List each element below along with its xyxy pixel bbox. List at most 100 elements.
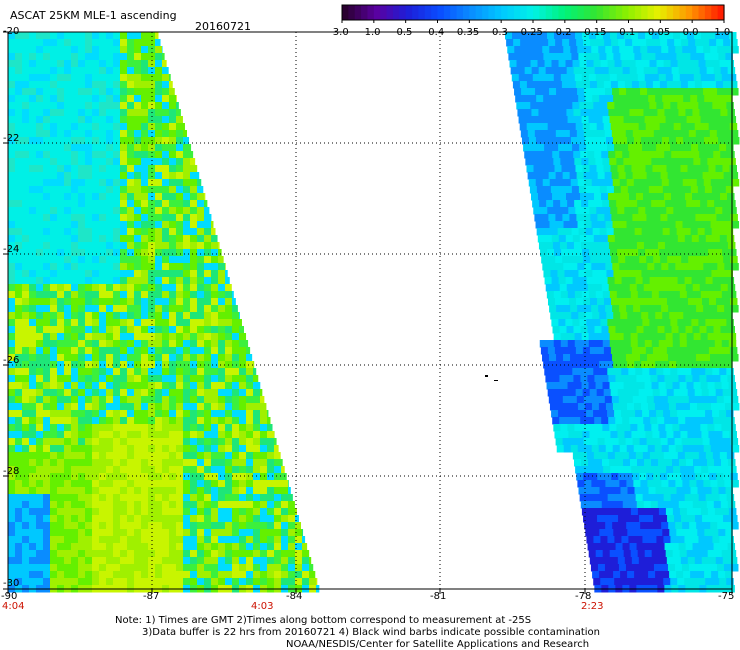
swath-cell — [71, 46, 79, 54]
swath-cell — [99, 74, 107, 82]
swath-cell — [183, 312, 191, 320]
swath-cell — [190, 165, 198, 173]
swath-cell — [560, 116, 569, 124]
swath-cell — [580, 67, 589, 75]
swath-cell — [120, 473, 128, 481]
swath-cell — [714, 382, 723, 390]
swath-cell — [15, 480, 23, 488]
swath-cell — [134, 305, 142, 313]
swath-cell — [568, 81, 577, 89]
swath-cell — [127, 81, 135, 89]
swath-cell — [607, 578, 615, 586]
swath-cell — [113, 228, 121, 236]
swath-cell — [134, 102, 142, 110]
swath-cell — [679, 550, 688, 558]
swath-cell — [92, 256, 100, 264]
swath-cell — [584, 263, 592, 271]
swath-cell — [587, 109, 595, 117]
swath-cell — [246, 522, 254, 530]
swath-cell — [618, 438, 627, 446]
swath-cell — [134, 543, 142, 551]
swath-cell — [605, 221, 614, 229]
swath-cell — [644, 200, 652, 208]
swath-cell — [722, 249, 730, 257]
swath-cell — [651, 291, 660, 299]
swath-cell — [36, 445, 44, 453]
swath-cell — [85, 326, 93, 334]
swath-cell — [620, 270, 628, 278]
swath-cell — [8, 95, 16, 103]
swath-cell — [288, 494, 293, 502]
swath-cell — [602, 508, 611, 516]
swath-cell — [705, 368, 713, 376]
swath-cell — [581, 424, 589, 432]
swath-cell — [595, 508, 604, 516]
swath-cell — [617, 298, 626, 306]
swath-cell — [148, 487, 156, 495]
swath-cell — [78, 452, 86, 460]
swath-cell — [183, 200, 191, 208]
swath-cell — [134, 480, 142, 488]
swath-cell — [727, 109, 735, 117]
swath-cell — [553, 116, 562, 124]
swath-cell — [547, 81, 556, 89]
swath-cell — [705, 578, 713, 586]
swath-cell — [660, 473, 668, 481]
swath-cell — [590, 438, 599, 446]
swath-cell — [719, 102, 727, 110]
swath-cell — [253, 438, 261, 446]
swath-cell — [148, 200, 156, 208]
swath-cell — [204, 340, 212, 348]
swath-cell — [50, 144, 58, 152]
swath-cell — [141, 340, 149, 348]
swath-cell — [106, 515, 114, 523]
swath-cell — [718, 529, 726, 537]
swath-cell — [625, 130, 634, 138]
swath-cell — [267, 522, 275, 530]
swath-cell — [64, 424, 72, 432]
swath-cell — [633, 480, 641, 488]
swath-cell — [699, 375, 707, 383]
swath-cell — [703, 305, 711, 313]
swath-cell — [120, 417, 128, 425]
swath-cell — [601, 67, 610, 75]
swath-cell — [713, 375, 721, 383]
swath-cell — [677, 494, 686, 502]
swath-cell — [99, 88, 107, 96]
swath-cell — [585, 529, 593, 537]
swath-cell — [8, 536, 16, 544]
swath-cell — [8, 543, 16, 551]
swath-cell — [22, 368, 30, 376]
swath-cell — [36, 340, 44, 348]
swath-cell — [162, 298, 170, 306]
swath-cell — [653, 564, 662, 572]
swath-cell — [155, 515, 163, 523]
swath-cell — [705, 319, 713, 327]
swath-cell — [71, 480, 79, 488]
swath-cell — [204, 431, 212, 439]
swath-cell — [635, 319, 643, 327]
swath-cell — [71, 319, 79, 327]
swath-cell — [702, 396, 711, 404]
swath-cell — [71, 165, 79, 173]
swath-cell — [600, 144, 608, 152]
swath-cell — [677, 60, 686, 68]
swath-cell — [162, 130, 170, 138]
swath-cell — [36, 165, 44, 173]
swath-cell — [155, 116, 163, 124]
swath-cell — [572, 368, 580, 376]
swath-cell — [600, 277, 609, 285]
swath-cell — [592, 186, 601, 194]
swath-cell — [684, 319, 692, 327]
swath-cell — [592, 487, 601, 495]
swath-cell — [57, 60, 65, 68]
swath-cell — [127, 340, 135, 348]
swath-cell — [85, 494, 93, 502]
swath-cell — [120, 60, 128, 68]
swath-cell — [127, 312, 135, 320]
swath-cell — [36, 452, 44, 460]
swath-cell — [190, 151, 194, 159]
swath-cell — [36, 200, 44, 208]
swath-cell — [218, 473, 226, 481]
swath-cell — [630, 550, 639, 558]
